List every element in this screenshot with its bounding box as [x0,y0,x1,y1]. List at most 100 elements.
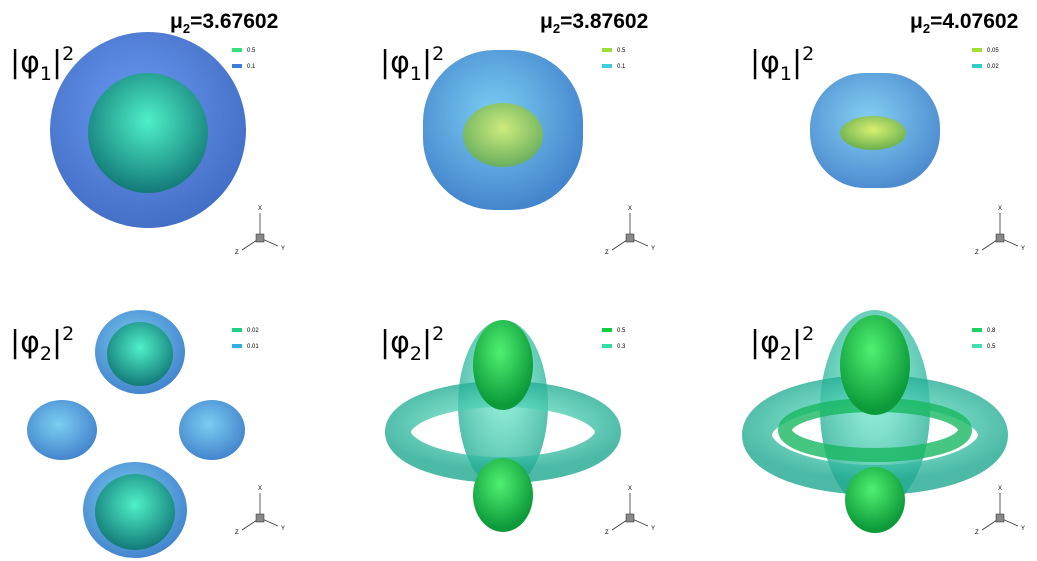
axis-label: Z [605,250,609,256]
iso-inner [107,322,173,386]
axis-label: Z [235,530,239,536]
title-symbol: μ [910,10,923,33]
legend-label: 0.1 [617,64,626,70]
label-bar: | [422,45,432,80]
label-superscript: 2 [62,323,74,345]
panel: |φ1|2 0.05 0.02 X Y Z [750,43,1025,256]
axis-label: Z [975,530,979,536]
axis-label: X [628,486,632,492]
legend-label: 0.02 [987,64,999,70]
label-subscript: 2 [40,343,52,365]
iso-inner [845,467,905,533]
label-superscript: 2 [432,323,444,345]
panel-label: |φ2|2 [380,323,444,365]
axis-label: X [998,206,1002,212]
label-bar: | [52,45,62,80]
legend-swatch [602,344,612,348]
axis-label: Y [1021,246,1025,252]
legend-label: 0.3 [617,344,626,350]
axis-label: Y [651,526,655,532]
title-value: =4.07602 [930,10,1018,33]
legend-label: 0.5 [617,328,626,334]
iso-inner [840,116,906,150]
axis-label: X [628,206,632,212]
iso-inner [473,458,533,532]
legend-label: 0.05 [987,48,999,54]
legend-swatch [972,328,982,332]
panel: |φ2|2 0.8 0.5 X Y Z [742,310,1025,536]
label-subscript: 2 [410,343,422,365]
panel-label: |φ1|2 [750,43,814,85]
label-symbol: |φ [380,325,410,360]
axis-label: Y [651,246,655,252]
iso-inner [840,315,910,415]
legend-swatch [232,328,242,332]
panel: |φ1|2 0.5 0.1 X Y Z [10,32,285,256]
label-superscript: 2 [432,43,444,65]
panel-label: |φ2|2 [10,323,74,365]
label-symbol: |φ [380,45,410,80]
axis-label: Z [235,250,239,256]
label-symbol: |φ [10,45,40,80]
column-title: μ2=4.07602 [910,10,1018,36]
panel-label: |φ1|2 [10,43,74,85]
axis-cube [995,233,1005,243]
iso-inner [473,320,533,410]
label-symbol: |φ [750,45,780,80]
legend-label: 0.02 [247,328,259,334]
axis-label: Y [281,526,285,532]
axis-cube [625,513,635,523]
title-value: =3.87602 [560,10,648,33]
label-subscript: 1 [40,63,52,85]
legend-swatch [232,344,242,348]
label-subscript: 1 [780,63,792,85]
legend-label: 0.01 [247,344,259,350]
iso-inner [88,73,208,193]
axis-label: X [998,486,1002,492]
legend-label: 0.8 [987,328,996,334]
label-bar: | [52,325,62,360]
axis-label: X [258,486,262,492]
label-bar: | [792,325,802,360]
panel-label: |φ1|2 [380,43,444,85]
axis-label: Y [281,246,285,252]
label-subscript: 1 [410,63,422,85]
axis-label: Z [975,250,979,256]
legend-label: 0.1 [247,64,256,70]
legend-swatch [972,344,982,348]
legend-swatch [602,64,612,68]
title-symbol: μ [540,10,553,33]
panel-label: |φ2|2 [750,323,814,365]
title-value: =3.67602 [190,10,278,33]
axis-cube [255,513,265,523]
column-title: μ2=3.67602 [170,10,278,36]
title-symbol: μ [170,10,183,33]
axis-cube [255,233,265,243]
label-symbol: |φ [750,325,780,360]
title-subscript: 2 [923,21,930,36]
axis-label: X [258,206,262,212]
legend-swatch [972,64,982,68]
legend-swatch [972,48,982,52]
iso-inner [95,474,175,550]
axis-label: Z [605,530,609,536]
label-bar: | [422,325,432,360]
axis-label: Y [1021,526,1025,532]
legend-label: 0.5 [617,48,626,54]
label-superscript: 2 [62,43,74,65]
iso-outer [179,400,245,460]
legend-swatch [602,48,612,52]
legend-swatch [602,328,612,332]
legend-label: 0.5 [987,344,996,350]
title-subscript: 2 [183,21,190,36]
panel: |φ1|2 0.5 0.1 X Y Z [380,43,655,256]
label-symbol: |φ [10,325,40,360]
iso-outer [27,400,97,460]
legend-swatch [232,64,242,68]
label-superscript: 2 [802,43,814,65]
column-title: μ2=3.87602 [540,10,648,36]
axis-cube [995,513,1005,523]
